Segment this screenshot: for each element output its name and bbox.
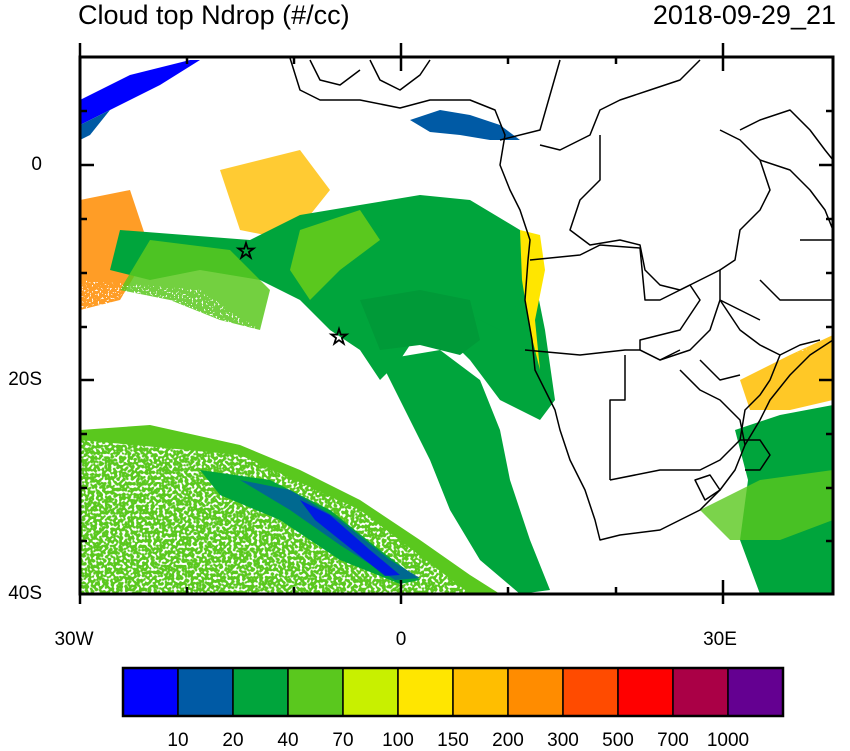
map-timestamp: 2018-09-29_21 [652, 0, 836, 30]
markers [235, 240, 350, 346]
lon-label-30e: 30E [703, 629, 737, 650]
lon-label-30w: 30W [54, 629, 94, 650]
colorbar-swatch-9 [617, 667, 674, 717]
colorbar-label: 100 [382, 730, 414, 751]
coastlines [289, 57, 833, 541]
colorbar-label: 10 [167, 730, 189, 751]
colorbar-frame [121, 666, 785, 718]
colorbar-label: 70 [332, 730, 354, 751]
colorbar-swatch-2 [232, 667, 289, 717]
colorbar-swatch-4 [342, 667, 399, 717]
axis-ticks [78, 43, 833, 604]
colorbar-label: 200 [492, 730, 524, 751]
colorbar-swatch-7 [507, 667, 564, 717]
cloud-field [80, 60, 833, 594]
colorbar-label: 1000 [706, 730, 750, 751]
star-marker-1 [235, 240, 257, 260]
colorbar-label: 500 [602, 730, 634, 751]
star-marker-2 [328, 326, 350, 346]
colorbar-label: 20 [222, 730, 244, 751]
colorbar-label: 150 [437, 730, 469, 751]
colorbar-swatch-3 [287, 667, 344, 717]
lon-label-0: 0 [395, 629, 407, 650]
lat-label-20s: 20S [8, 369, 42, 390]
colorbar-swatch-6 [452, 667, 509, 717]
colorbar-swatch-1 [177, 667, 234, 717]
colorbar-swatch-11 [727, 667, 784, 717]
colorbar-swatch-0 [122, 667, 179, 717]
lat-label-40s: 40S [8, 583, 42, 604]
colorbar-label: 300 [547, 730, 579, 751]
colorbar-label: 40 [277, 730, 299, 751]
map-title: Cloud top Ndrop (#/cc) [78, 0, 350, 30]
colorbar-swatch-8 [562, 667, 619, 717]
colorbar-label: 700 [657, 730, 689, 751]
colorbar-swatch-5 [397, 667, 454, 717]
colorbar [121, 666, 785, 718]
lat-label-0: 0 [31, 154, 42, 175]
colorbar-swatch-10 [672, 667, 729, 717]
plot-frame [78, 55, 835, 596]
